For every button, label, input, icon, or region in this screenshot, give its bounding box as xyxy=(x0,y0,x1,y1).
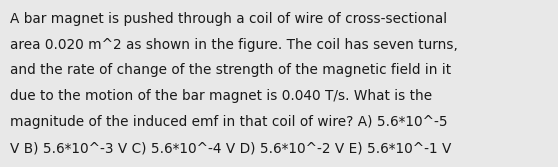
Text: area 0.020 m^2 as shown in the figure. The coil has seven turns,: area 0.020 m^2 as shown in the figure. T… xyxy=(10,38,458,52)
Text: magnitude of the induced emf in that coil of wire? A) 5.6*10^-5: magnitude of the induced emf in that coi… xyxy=(10,115,448,129)
Text: V B) 5.6*10^-3 V C) 5.6*10^-4 V D) 5.6*10^-2 V E) 5.6*10^-1 V: V B) 5.6*10^-3 V C) 5.6*10^-4 V D) 5.6*1… xyxy=(10,141,451,155)
Text: and the rate of change of the strength of the magnetic field in it: and the rate of change of the strength o… xyxy=(10,63,451,77)
Text: A bar magnet is pushed through a coil of wire of cross-sectional: A bar magnet is pushed through a coil of… xyxy=(10,12,447,26)
Text: due to the motion of the bar magnet is 0.040 T/s. What is the: due to the motion of the bar magnet is 0… xyxy=(10,89,432,103)
